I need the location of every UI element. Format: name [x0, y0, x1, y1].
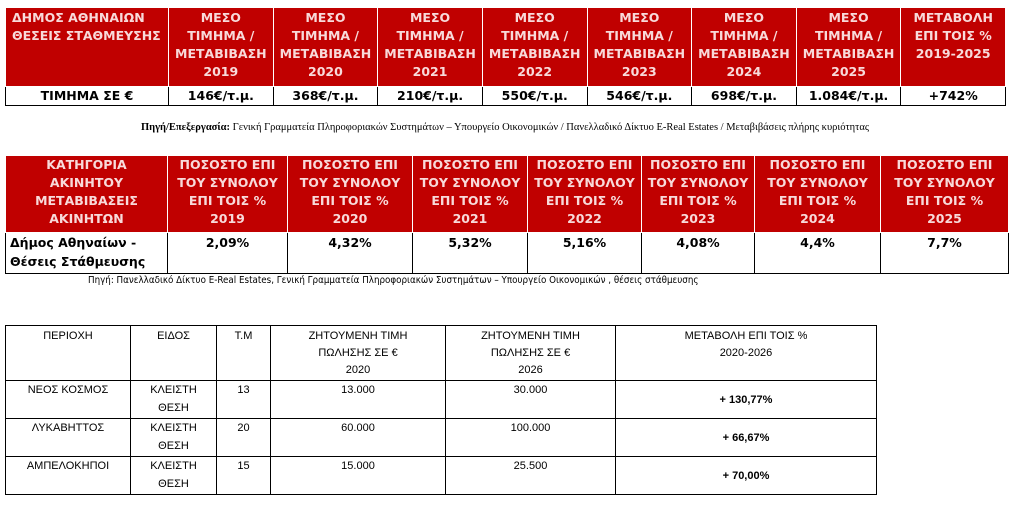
table-cell: 100.000 [445, 418, 616, 457]
table-cell: ΚΛΕΙΣΤΗ ΘΕΣΗ [130, 456, 217, 495]
table-cell: Δήμος Αθηναίων - Θέσεις Στάθμευσης [5, 232, 168, 274]
table-cell: ΝΕΟΣ ΚΟΣΜΟΣ [5, 380, 131, 419]
column-header: ΜΕΣΟ ΤΙΜΗΜΑ / ΜΕΤΑΒΙΒΑΣΗ 2020 [272, 7, 379, 87]
source-caption-1: Πηγή/Επεξεργασία: Γενική Γραμματεία Πληρ… [0, 122, 1010, 133]
table-cell: 15 [216, 456, 271, 495]
table-cell: 13.000 [270, 380, 446, 419]
table-cell: 4,08% [641, 232, 755, 274]
column-header: ΜΕΣΟ ΤΙΜΗΜΑ / ΜΕΤΑΒΙΒΑΣΗ 2023 [586, 7, 693, 87]
table-cell: ΚΛΕΙΣΤΗ ΘΕΣΗ [130, 418, 217, 457]
table-cell: 30.000 [445, 380, 616, 419]
column-header: Τ.Μ [216, 325, 271, 381]
transfer-share-table: ΚΑΤΗΓΟΡΙΑ ΑΚΙΝΗΤΟΥ ΜΕΤΑΒΙΒΑΣΕΙΣ ΑΚΙΝΗΤΩΝ… [5, 155, 1009, 274]
table-cell: ΑΜΠΕΛΟΚΗΠΟΙ [5, 456, 131, 495]
table-cell: 2,09% [167, 232, 288, 274]
table-cell: + 70,00% [615, 456, 877, 495]
table-row: ΛΥΚΑΒΗΤΤΟΣ ΚΛΕΙΣΤΗ ΘΕΣΗ 20 60.000 100.000 + 6… [5, 418, 877, 457]
column-header: ΠΟΣΟΣΤΟ ΕΠΙ ΤΟΥ ΣΥΝΟΛΟΥ ΕΠΙ ΤΟΙΣ % 2019 [167, 155, 288, 233]
source-caption-2: Πηγή: Πανελλαδικό Δίκτυο E-Real Estates,… [88, 275, 699, 286]
asking-price-table: ΠΕΡΙΟΧΗ ΕΙΔΟΣ Τ.Μ ΖΗΤΟΥΜΕΝΗ ΤΙΜΗ ΠΩΛΗΣΗΣ ΣΕ… [5, 325, 877, 495]
column-header: ΠΕΡΙΟΧΗ [5, 325, 131, 381]
table-cell: 60.000 [270, 418, 446, 457]
column-header: ΖΗΤΟΥΜΕΝΗ ΤΙΜΗ ΠΩΛΗΣΗΣ ΣΕ € 2020 [270, 325, 446, 381]
table-row: ΝΕΟΣ ΚΟΣΜΟΣ ΚΛΕΙΣΤΗ ΘΕΣΗ 13 13.000 30.000 + 1… [5, 380, 877, 419]
column-header: ΚΑΤΗΓΟΡΙΑ ΑΚΙΝΗΤΟΥ ΜΕΤΑΒΙΒΑΣΕΙΣ ΑΚΙΝΗΤΩΝ [5, 155, 168, 233]
column-header: ΜΕΤΑΒΟΛΗ ΕΠΙ ΤΟΙΣ % 2020-2026 [615, 325, 877, 381]
table-cell: 13 [216, 380, 271, 419]
column-header: ΠΟΣΟΣΤΟ ΕΠΙ ΤΟΥ ΣΥΝΟΛΟΥ ΕΠΙ ΤΟΙΣ % 2024 [754, 155, 881, 233]
table-cell: +742% [900, 86, 1006, 106]
parking-price-table: ΔΗΜΟΣ ΑΘΗΝΑΙΩΝ ΘΕΣΕΙΣ ΣΤΑΘΜΕΥΣΗΣ ΜΕΣΟ ΤΙΜ… [5, 7, 1006, 106]
column-header: ΜΕΣΟ ΤΙΜΗΜΑ / ΜΕΤΑΒΙΒΑΣΗ 2022 [481, 7, 588, 87]
column-header: ΜΕΣΟ ΤΙΜΗΜΑ / ΜΕΤΑΒΙΒΑΣΗ 2025 [795, 7, 902, 87]
table-cell: 1.084€/τ.μ. [795, 86, 902, 106]
caption-label: Πηγή/Επεξεργασία: [140, 122, 230, 133]
table-cell: 210€/τ.μ. [377, 86, 483, 106]
column-header: ΜΕΣΟ ΤΙΜΗΜΑ / ΜΕΤΑΒΙΒΑΣΗ 2024 [691, 7, 797, 87]
table-cell: ΛΥΚΑΒΗΤΤΟΣ [5, 418, 131, 457]
table-cell: 4,32% [287, 232, 413, 274]
table-cell: + 66,67% [615, 418, 877, 457]
column-header: ΠΟΣΟΣΤΟ ΕΠΙ ΤΟΥ ΣΥΝΟΛΟΥ ΕΠΙ ΤΟΙΣ % 2020 [287, 155, 413, 233]
table-cell: ΚΛΕΙΣΤΗ ΘΕΣΗ [130, 380, 217, 419]
table-cell: 368€/τ.μ. [272, 86, 379, 106]
column-header: ΠΟΣΟΣΤΟ ΕΠΙ ΤΟΥ ΣΥΝΟΛΟΥ ΕΠΙ ΤΟΙΣ % 2023 [641, 155, 755, 233]
column-header: ΠΟΣΟΣΤΟ ΕΠΙ ΤΟΥ ΣΥΝΟΛΟΥ ΕΠΙ ΤΟΙΣ % 2021 [412, 155, 528, 233]
column-header: ΔΗΜΟΣ ΑΘΗΝΑΙΩΝ ΘΕΣΕΙΣ ΣΤΑΘΜΕΥΣΗΣ [5, 7, 169, 87]
table-cell: 5,32% [412, 232, 528, 274]
table-cell: 15.000 [270, 456, 446, 495]
table-cell: 698€/τ.μ. [691, 86, 797, 106]
table-row: ΑΜΠΕΛΟΚΗΠΟΙ ΚΛΕΙΣΤΗ ΘΕΣΗ 15 15.000 25.500 + 7… [5, 456, 877, 495]
table-cell: + 130,77% [615, 380, 877, 419]
table-cell: 546€/τ.μ. [586, 86, 693, 106]
table-cell: ΤΙΜΗΜΑ ΣΕ € [5, 86, 169, 106]
table-cell: 25.500 [445, 456, 616, 495]
column-header: ΠΟΣΟΣΤΟ ΕΠΙ ΤΟΥ ΣΥΝΟΛΟΥ ΕΠΙ ΤΟΙΣ % 2025 [880, 155, 1009, 233]
column-header: ΜΕΣΟ ΤΙΜΗΜΑ / ΜΕΤΑΒΙΒΑΣΗ 2019 [168, 7, 274, 87]
caption-text: Γενική Γραμματεία Πληροφοριακών Συστημάτ… [230, 122, 870, 133]
column-header: ΕΙΔΟΣ [130, 325, 217, 381]
column-header: ΜΕΤΑΒΟΛΗ ΕΠΙ ΤΟΙΣ % 2019-2025 [900, 7, 1006, 87]
column-header: ΖΗΤΟΥΜΕΝΗ ΤΙΜΗ ΠΩΛΗΣΗΣ ΣΕ € 2026 [445, 325, 616, 381]
column-header: ΠΟΣΟΣΤΟ ΕΠΙ ΤΟΥ ΣΥΝΟΛΟΥ ΕΠΙ ΤΟΙΣ % 2022 [527, 155, 642, 233]
table-cell: 550€/τ.μ. [481, 86, 588, 106]
table-cell: 5,16% [527, 232, 642, 274]
table-cell: 146€/τ.μ. [168, 86, 274, 106]
table-cell: 4,4% [754, 232, 881, 274]
table-cell: 20 [216, 418, 271, 457]
column-header: ΜΕΣΟ ΤΙΜΗΜΑ / ΜΕΤΑΒΙΒΑΣΗ 2021 [377, 7, 483, 87]
table-cell: 7,7% [880, 232, 1009, 274]
